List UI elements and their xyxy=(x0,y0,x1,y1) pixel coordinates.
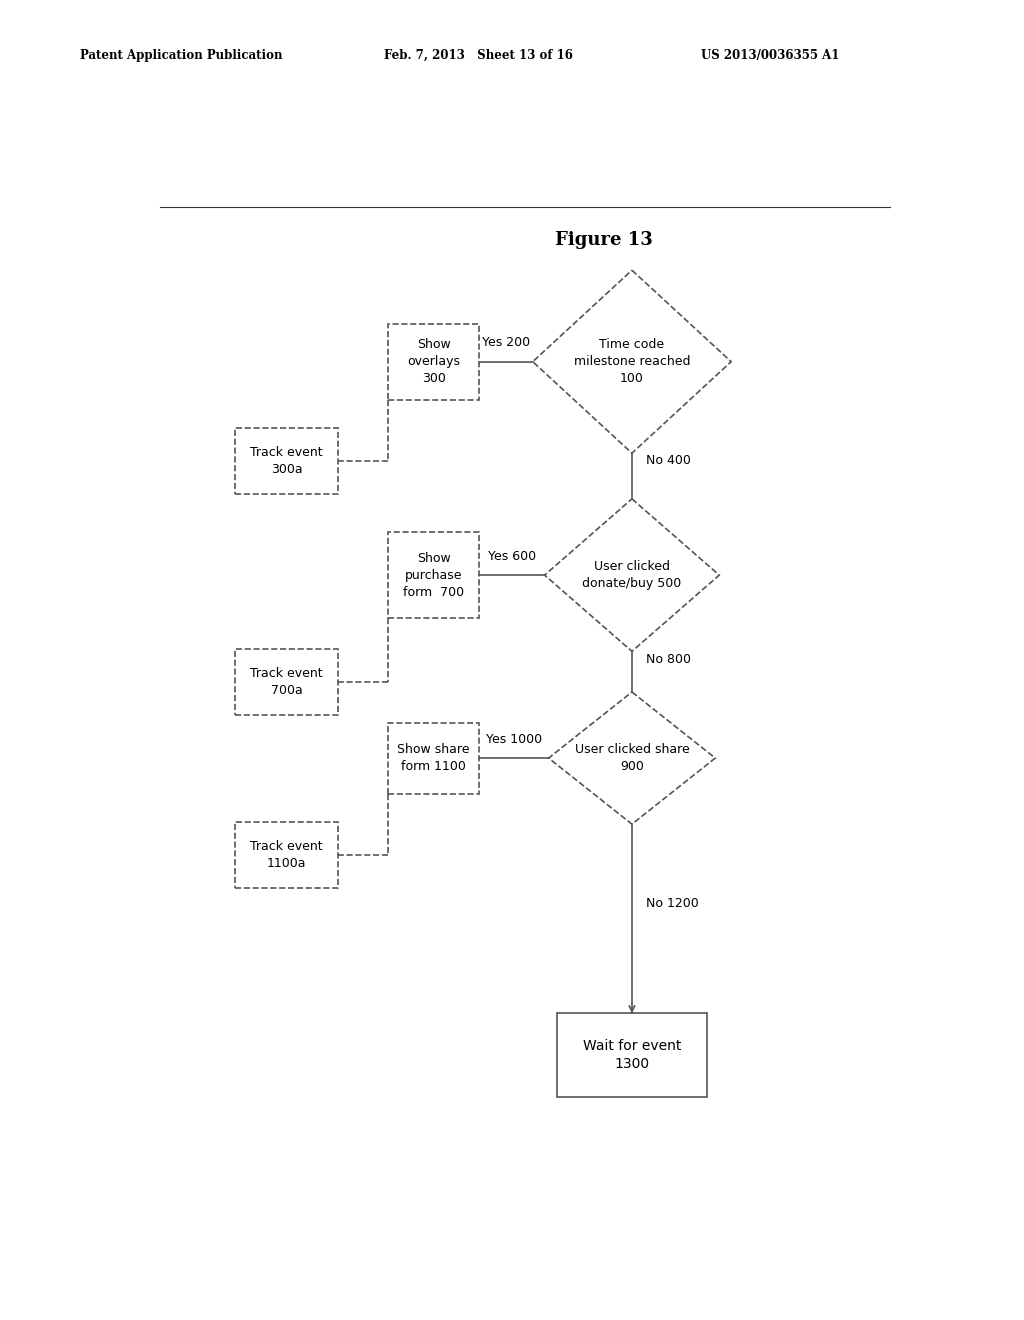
Text: Show share
form 1100: Show share form 1100 xyxy=(397,743,470,774)
Text: Track event
700a: Track event 700a xyxy=(251,667,323,697)
Text: Yes 600: Yes 600 xyxy=(487,550,536,562)
Text: Yes 1000: Yes 1000 xyxy=(485,733,542,746)
Text: Track event
1100a: Track event 1100a xyxy=(251,840,323,870)
Text: User clicked
donate/buy 500: User clicked donate/buy 500 xyxy=(583,560,682,590)
Text: Show
overlays
300: Show overlays 300 xyxy=(407,338,460,385)
FancyBboxPatch shape xyxy=(388,722,479,793)
Text: No 1200: No 1200 xyxy=(646,896,699,909)
FancyBboxPatch shape xyxy=(388,532,479,618)
FancyBboxPatch shape xyxy=(236,821,338,887)
Text: User clicked share
900: User clicked share 900 xyxy=(574,743,689,774)
FancyBboxPatch shape xyxy=(236,428,338,494)
FancyBboxPatch shape xyxy=(557,1014,708,1097)
Text: Time code
milestone reached
100: Time code milestone reached 100 xyxy=(573,338,690,385)
Text: Track event
300a: Track event 300a xyxy=(251,446,323,477)
Text: Feb. 7, 2013   Sheet 13 of 16: Feb. 7, 2013 Sheet 13 of 16 xyxy=(384,49,572,62)
Text: No 800: No 800 xyxy=(646,653,691,667)
Text: Yes 200: Yes 200 xyxy=(482,337,530,350)
Text: No 400: No 400 xyxy=(646,454,691,467)
Text: Patent Application Publication: Patent Application Publication xyxy=(80,49,283,62)
Text: Wait for event
1300: Wait for event 1300 xyxy=(583,1039,681,1071)
Text: US 2013/0036355 A1: US 2013/0036355 A1 xyxy=(701,49,840,62)
Text: Show
purchase
form  700: Show purchase form 700 xyxy=(403,552,464,599)
Text: Figure 13: Figure 13 xyxy=(555,231,653,248)
FancyBboxPatch shape xyxy=(388,323,479,400)
FancyBboxPatch shape xyxy=(236,649,338,715)
